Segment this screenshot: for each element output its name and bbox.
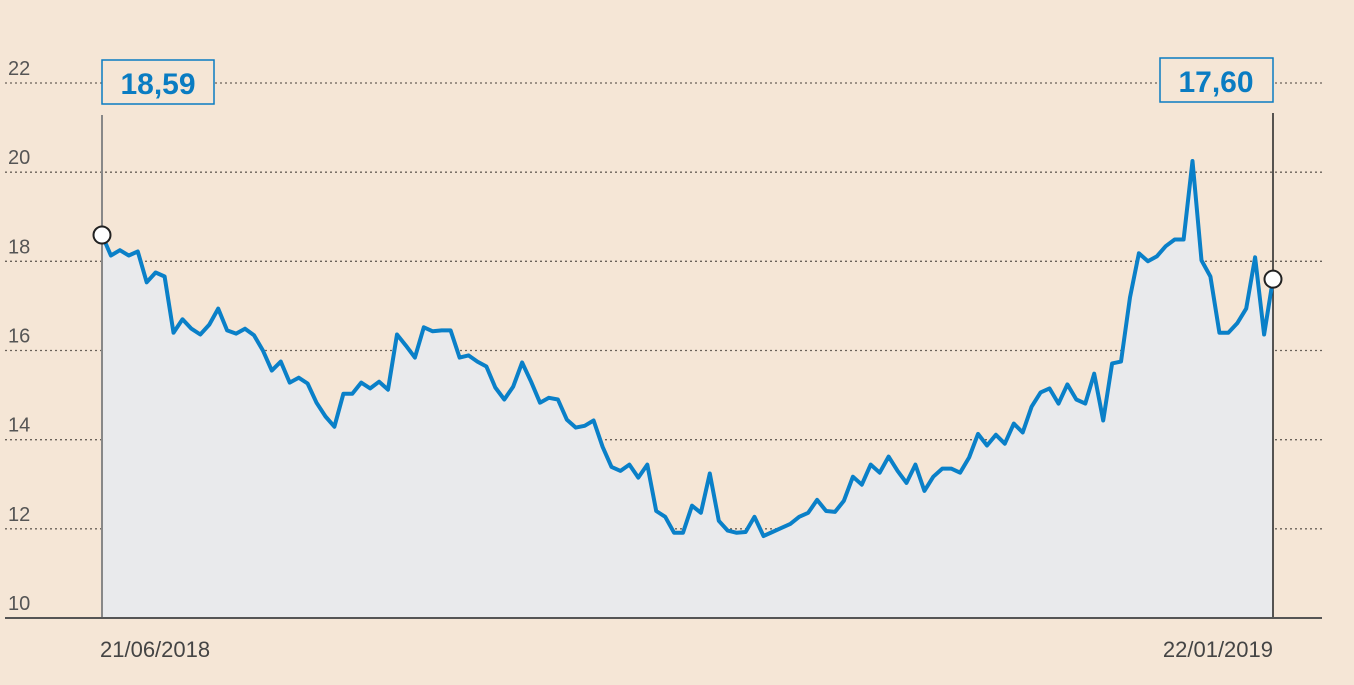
- start-point-marker: [92, 225, 112, 245]
- callout-start-box: [101, 59, 215, 105]
- y-tick-label: 20: [8, 147, 30, 169]
- x-label-end: 22/01/2019: [1163, 637, 1273, 662]
- callout-start-value: 18,59: [120, 68, 195, 101]
- y-tick-label: 22: [8, 58, 30, 80]
- series-line: [100, 159, 1275, 538]
- y-axis-ticks: 10 12 14 16 18 20 22: [8, 58, 30, 615]
- x-label-start: 21/06/2018: [100, 637, 210, 662]
- y-tick-label: 10: [8, 593, 30, 615]
- y-tick-label: 14: [8, 415, 30, 437]
- y-tick-label: 16: [8, 326, 30, 348]
- end-point-marker: [1263, 269, 1283, 289]
- y-tick-label: 12: [8, 504, 30, 526]
- area-fill: [102, 161, 1273, 618]
- callout-end-box: [1159, 57, 1274, 103]
- y-tick-label: 18: [8, 236, 30, 258]
- callout-end-value: 17,60: [1178, 66, 1253, 99]
